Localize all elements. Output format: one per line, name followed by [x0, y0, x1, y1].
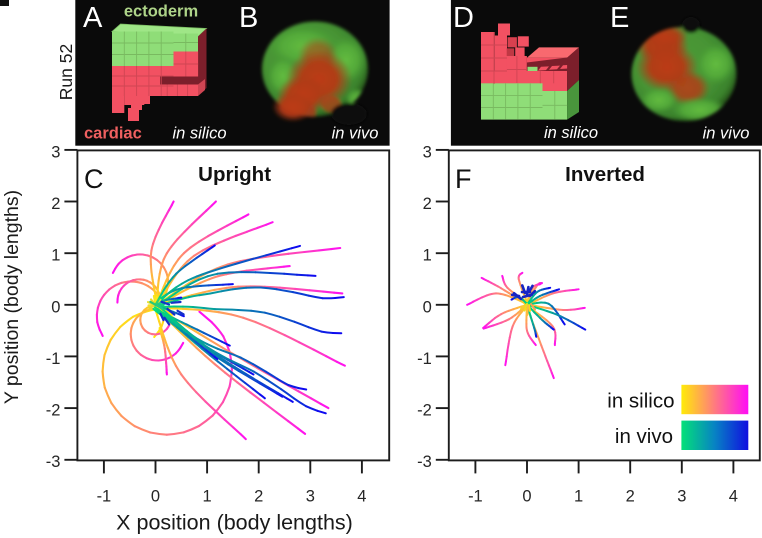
- svg-text:4: 4: [729, 487, 738, 505]
- svg-text:-1: -1: [417, 350, 432, 368]
- svg-text:-1: -1: [97, 487, 112, 505]
- svg-text:0: 0: [423, 298, 432, 316]
- svg-text:X position (body lengths): X position (body lengths): [116, 511, 353, 535]
- svg-text:-3: -3: [417, 453, 432, 471]
- svg-text:1: 1: [203, 487, 212, 505]
- svg-text:2: 2: [51, 195, 60, 213]
- svg-text:1: 1: [51, 247, 60, 265]
- svg-text:Inverted: Inverted: [565, 163, 645, 186]
- svg-text:ectoderm: ectoderm: [124, 3, 198, 21]
- svg-text:-2: -2: [46, 402, 61, 420]
- svg-text:F: F: [455, 164, 472, 194]
- svg-text:2: 2: [626, 487, 635, 505]
- svg-text:A: A: [83, 2, 103, 34]
- svg-text:0: 0: [51, 298, 60, 316]
- svg-text:in silico: in silico: [172, 125, 226, 143]
- svg-text:C: C: [84, 164, 104, 194]
- svg-text:in silico: in silico: [544, 124, 598, 142]
- svg-text:3: 3: [677, 487, 686, 505]
- svg-text:in vivo: in vivo: [332, 125, 379, 143]
- svg-text:-1: -1: [468, 487, 483, 505]
- svg-text:B: B: [239, 2, 258, 34]
- svg-text:2: 2: [423, 195, 432, 213]
- svg-text:4: 4: [357, 487, 366, 505]
- svg-text:3: 3: [51, 143, 60, 161]
- svg-text:1: 1: [423, 247, 432, 265]
- svg-text:-1: -1: [46, 350, 61, 368]
- svg-text:3: 3: [306, 487, 315, 505]
- svg-text:in vivo: in vivo: [703, 125, 750, 143]
- svg-text:E: E: [610, 2, 629, 34]
- svg-text:cardiac: cardiac: [84, 125, 142, 143]
- svg-text:0: 0: [151, 487, 160, 505]
- svg-text:-2: -2: [417, 402, 432, 420]
- svg-text:3: 3: [423, 143, 432, 161]
- svg-text:1: 1: [574, 487, 583, 505]
- svg-text:in vivo: in vivo: [615, 425, 673, 448]
- svg-text:in silico: in silico: [607, 390, 674, 413]
- svg-text:0: 0: [522, 487, 531, 505]
- svg-text:Upright: Upright: [198, 163, 271, 186]
- svg-text:2: 2: [254, 487, 263, 505]
- svg-text:D: D: [453, 2, 474, 34]
- svg-text:Y position (body lengths): Y position (body lengths): [1, 190, 23, 404]
- svg-text:-3: -3: [46, 453, 61, 471]
- svg-text:Run 52: Run 52: [56, 44, 76, 100]
